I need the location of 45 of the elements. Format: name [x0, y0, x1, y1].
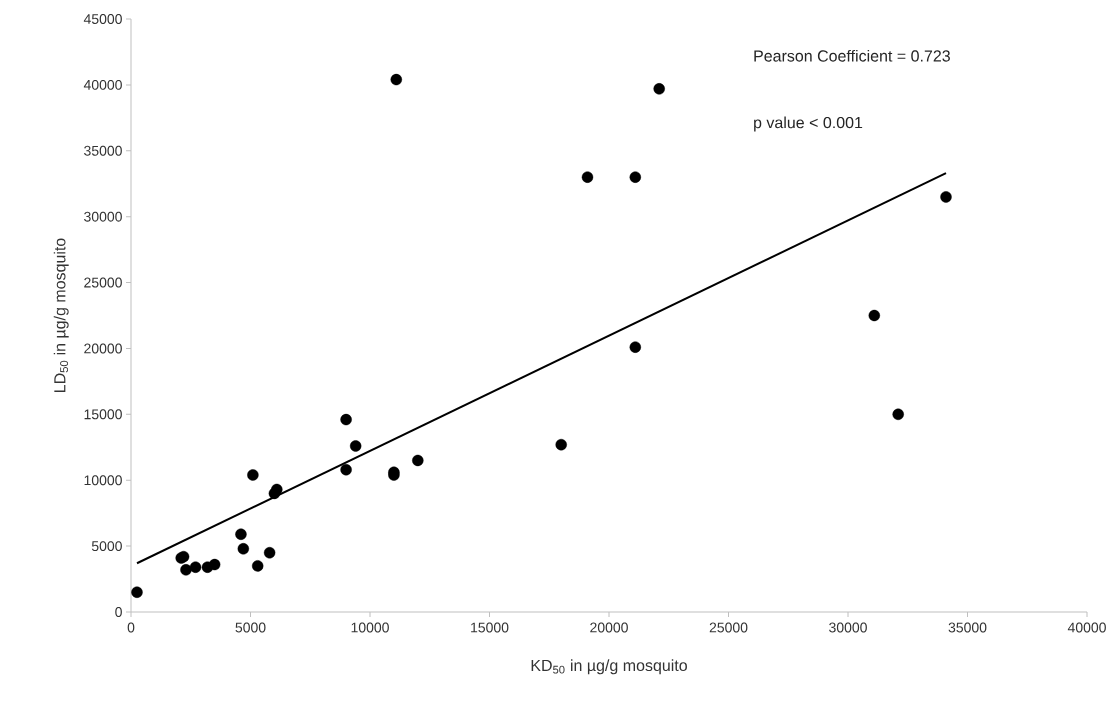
y-tick-label: 40000: [83, 79, 122, 90]
y-tick-label: 25000: [84, 277, 122, 288]
y-axis-title: LD$_{50}$ in µg/g mosquito: [53, 238, 69, 392]
x-tick-label: 5000: [235, 622, 266, 633]
x-axis-title: KD$_{50}$ in µg/g mosquito: [531, 659, 687, 675]
point: [189, 561, 202, 573]
point: [940, 191, 952, 203]
point: [180, 564, 192, 576]
y-tick-label: 35000: [84, 145, 122, 156]
point: [340, 463, 352, 476]
point: [555, 438, 567, 451]
x-tick-label: 0: [127, 622, 135, 633]
point: [581, 171, 594, 183]
y-tick-label: 0: [115, 607, 122, 617]
point: [390, 73, 402, 86]
point: [237, 543, 250, 555]
point: [235, 528, 247, 540]
point: [629, 171, 641, 183]
x-tick-label: 20000: [590, 622, 628, 633]
x-tick-label: 10000: [351, 622, 389, 633]
y-tick-label: 20000: [84, 343, 122, 354]
x-tick-label: 15000: [471, 622, 509, 633]
annotation: Pearson Coefficient = 0.723: [754, 49, 950, 62]
y-tick-label: 45000: [83, 14, 122, 24]
point: [208, 558, 221, 571]
point: [263, 547, 276, 559]
point: [340, 413, 352, 426]
y-tick-label: 5000: [91, 541, 122, 552]
point: [247, 469, 259, 481]
point: [653, 83, 665, 95]
point: [868, 309, 880, 322]
y-tick-label: 10000: [84, 475, 122, 486]
point: [629, 341, 641, 353]
point: [412, 454, 424, 467]
point: [131, 586, 143, 598]
y-tick-label: 30000: [84, 211, 122, 222]
point: [251, 560, 264, 572]
y-tick-label: 15000: [84, 409, 122, 420]
point: [892, 408, 904, 421]
x-tick-label: 30000: [829, 622, 867, 633]
x-tick-label: 25000: [709, 622, 748, 633]
point: [349, 440, 362, 452]
x-tick-label: 40000: [1067, 622, 1106, 633]
annotation: p value < 0.001: [754, 116, 863, 132]
x-tick-label: 35000: [948, 622, 987, 633]
